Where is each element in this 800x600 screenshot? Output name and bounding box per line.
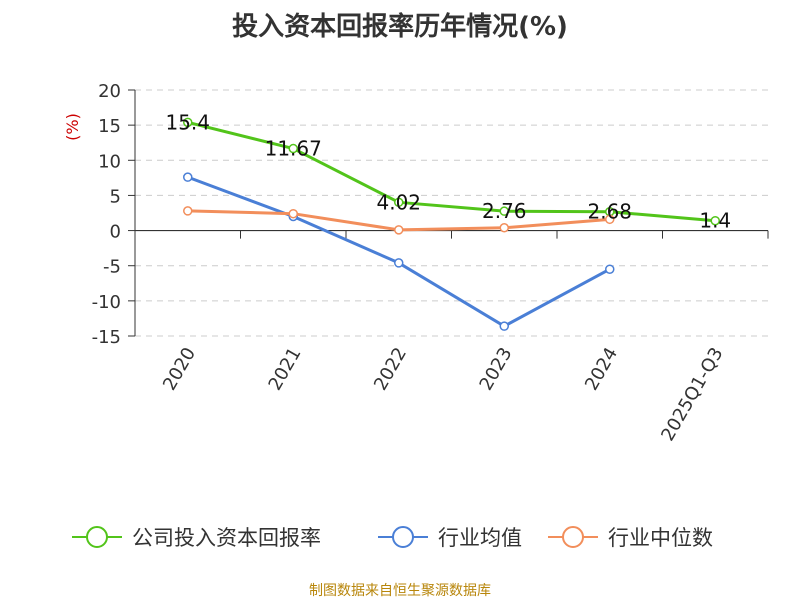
axes: 20 15 10 5 0 -5 -10 -15 (%) 2020 2021 2022 2023 2024 2… (63, 81, 769, 445)
y-tick-label: 20 (98, 81, 121, 102)
data-point (499, 321, 509, 331)
y-tick-label: 5 (110, 186, 121, 207)
series-lines (183, 117, 720, 331)
data-point (710, 215, 720, 226)
data-point (394, 258, 404, 268)
data-point (288, 208, 298, 219)
data-labels: 15.4 11.67 4.02 2.76 2.68 1.4 (165, 110, 731, 232)
data-point (394, 225, 404, 235)
data-label: 11.67 (265, 137, 322, 161)
data-point (605, 264, 615, 274)
legend-marker (86, 526, 108, 548)
data-label: 1.4 (699, 209, 731, 233)
y-tick-label: 0 (110, 222, 121, 243)
legend: 公司投入资本回报率 行业均值 行业中位数 (72, 526, 713, 550)
data-point (288, 143, 298, 154)
data-label: 4.02 (376, 190, 421, 214)
x-tick-label: 2021 (264, 344, 305, 394)
y-tick-label: -10 (92, 292, 121, 313)
legend-label: 行业中位数 (608, 526, 713, 550)
y-tick-label: -15 (92, 327, 121, 348)
x-tick-label: 2023 (475, 344, 516, 394)
data-point (183, 117, 193, 128)
x-tick-label: 2022 (370, 344, 411, 394)
y-tick-label: 15 (98, 116, 121, 137)
x-tick-label: 2024 (581, 344, 622, 394)
y-tick-label: -5 (103, 257, 121, 278)
data-label: 15.4 (165, 110, 210, 134)
x-tick-label: 2020 (159, 344, 200, 394)
data-point (183, 206, 193, 216)
legend-label: 公司投入资本回报率 (132, 526, 321, 550)
series-line-1 (187, 120, 716, 223)
y-axis-label: (%) (63, 113, 82, 141)
legend-marker (392, 526, 414, 548)
data-point (183, 172, 193, 182)
chart-title: 投入资本回报率历年情况(%) (232, 12, 568, 42)
source-note: 制图数据来自恒生聚源数据库 (309, 583, 491, 599)
data-point (394, 197, 404, 208)
data-label: 2.76 (482, 199, 527, 223)
data-point (499, 223, 509, 233)
data-point (499, 206, 509, 216)
data-point (605, 214, 615, 225)
y-tick-label: 10 (98, 151, 121, 172)
x-tick-label: 2025Q1-Q3 (657, 344, 727, 445)
legend-label: 行业均值 (438, 526, 522, 550)
data-label: 2.68 (587, 200, 632, 224)
legend-marker (562, 526, 584, 548)
